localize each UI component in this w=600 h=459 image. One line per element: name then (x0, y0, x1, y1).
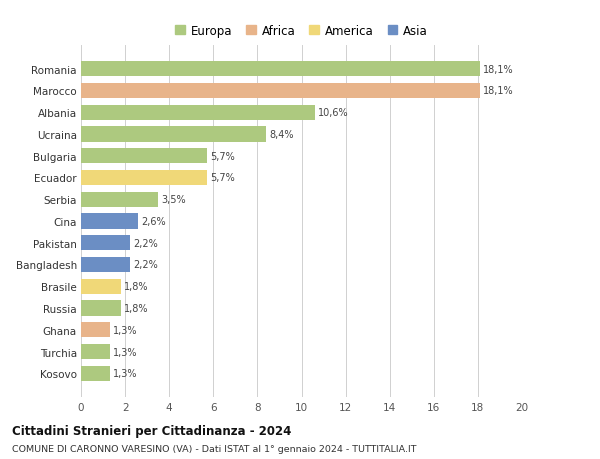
Text: 1,3%: 1,3% (113, 325, 137, 335)
Text: 18,1%: 18,1% (484, 64, 514, 74)
Bar (81, 214, 139, 229)
Text: 2,6%: 2,6% (142, 217, 166, 226)
Legend: Europa, Africa, America, Asia: Europa, Africa, America, Asia (170, 20, 433, 43)
Bar (81, 149, 206, 164)
Text: 10,6%: 10,6% (318, 108, 349, 118)
Text: 3,5%: 3,5% (161, 195, 186, 205)
Bar (81, 279, 121, 294)
Text: Cittadini Stranieri per Cittadinanza - 2024: Cittadini Stranieri per Cittadinanza - 2… (12, 425, 292, 437)
Bar (81, 344, 110, 359)
Text: 2,2%: 2,2% (133, 260, 158, 270)
Bar (81, 127, 266, 142)
Bar (81, 301, 121, 316)
Bar (81, 105, 315, 121)
Bar (81, 257, 130, 273)
Bar (81, 366, 110, 381)
Text: 1,3%: 1,3% (113, 369, 137, 379)
Text: 5,7%: 5,7% (210, 173, 235, 183)
Bar (81, 192, 158, 207)
Text: 1,8%: 1,8% (124, 303, 148, 313)
Text: COMUNE DI CARONNO VARESINO (VA) - Dati ISTAT al 1° gennaio 2024 - TUTTITALIA.IT: COMUNE DI CARONNO VARESINO (VA) - Dati I… (12, 444, 416, 453)
Bar (81, 235, 130, 251)
Text: 1,3%: 1,3% (113, 347, 137, 357)
Text: 1,8%: 1,8% (124, 282, 148, 291)
Text: 18,1%: 18,1% (484, 86, 514, 96)
Text: 5,7%: 5,7% (210, 151, 235, 161)
Text: 2,2%: 2,2% (133, 238, 158, 248)
Bar (81, 62, 480, 77)
Bar (81, 322, 110, 338)
Bar (81, 84, 480, 99)
Bar (81, 170, 206, 185)
Text: 8,4%: 8,4% (269, 129, 294, 140)
